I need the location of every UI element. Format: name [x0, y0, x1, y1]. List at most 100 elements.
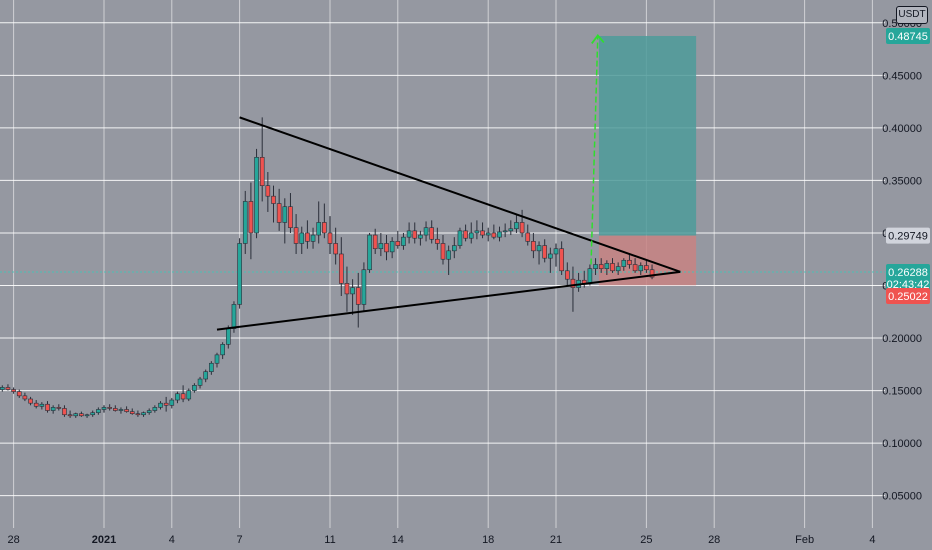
candle [497, 226, 502, 242]
candle-body [158, 402, 163, 408]
candle-body [525, 232, 531, 242]
candle-body [163, 402, 169, 406]
candle-body [62, 408, 67, 416]
candle-body [548, 253, 553, 259]
x-tick-label: 28 [708, 534, 720, 546]
candle-body [531, 241, 536, 252]
candle-body [305, 232, 310, 242]
candle [39, 402, 45, 410]
candle-body [446, 250, 451, 260]
candle-body [367, 234, 372, 271]
candle-body [468, 232, 474, 239]
candle [531, 232, 536, 259]
candle-body [33, 402, 39, 407]
candle [621, 258, 627, 271]
candle [299, 226, 305, 254]
candle [508, 220, 514, 236]
candle [288, 193, 293, 233]
candle-body [73, 413, 79, 417]
x-tick-label: 25 [640, 534, 652, 546]
candle [209, 361, 214, 375]
candle [435, 227, 440, 250]
candle-body [124, 409, 129, 412]
candle-body [485, 232, 491, 236]
candlesticks [0, 117, 655, 418]
candle-body [435, 238, 440, 244]
candle-body [203, 371, 208, 380]
candle [423, 221, 429, 242]
candle [158, 401, 163, 410]
candle-body [344, 283, 350, 295]
candle [536, 241, 542, 265]
candle-body [180, 393, 186, 400]
price-tag-label: 02:43:42 [887, 279, 930, 291]
candle-body [50, 407, 56, 411]
candle [406, 222, 412, 244]
candle-body [372, 234, 378, 250]
candle [485, 227, 491, 242]
candle [367, 232, 372, 273]
candle-body [536, 245, 542, 252]
candle-body [429, 227, 435, 240]
candle [480, 222, 485, 239]
candle-body [107, 407, 112, 409]
candle-body [175, 393, 180, 401]
candle-body [96, 409, 101, 413]
candle-body [310, 234, 316, 242]
candle [395, 230, 401, 249]
candle-body [333, 243, 338, 255]
candle [644, 260, 649, 273]
quote-currency-badge[interactable]: USDT [896, 6, 928, 24]
candle-body [401, 236, 406, 246]
candle [316, 201, 322, 244]
candle [514, 214, 519, 233]
candle [113, 405, 118, 412]
y-tick-label: 0.45000 [882, 70, 922, 82]
candle [186, 388, 192, 402]
candle [542, 239, 548, 263]
candle-body [5, 387, 11, 390]
candle [463, 224, 468, 242]
target-arrow-head [591, 33, 605, 44]
candle-body [169, 399, 175, 406]
pattern-overlays [216, 33, 681, 331]
candle-body [293, 227, 299, 244]
candle-body [186, 390, 192, 400]
candle-body [84, 414, 90, 417]
candle-body [570, 278, 576, 288]
candle-body [299, 232, 305, 244]
candle [5, 384, 11, 391]
candle [576, 272, 581, 292]
candle [141, 411, 146, 417]
candle [282, 198, 288, 244]
candle [632, 258, 638, 273]
candle-body [451, 245, 457, 252]
candle-body [378, 243, 384, 250]
candle-body [649, 269, 655, 278]
candle-body [322, 222, 327, 234]
candle-body [288, 206, 293, 229]
candle-body [627, 259, 632, 265]
candle [548, 247, 553, 273]
candle [175, 391, 180, 404]
candle [180, 385, 186, 403]
candle-body [497, 231, 502, 238]
x-tick-label: 2021 [92, 534, 116, 546]
candle [451, 237, 457, 259]
candle [333, 227, 338, 265]
candle [564, 262, 570, 286]
candle [90, 410, 95, 417]
candle-body [338, 253, 344, 284]
price-tag-label: 0.48745 [888, 31, 928, 43]
candle-body [327, 232, 333, 244]
candle [124, 406, 129, 413]
candle [378, 232, 384, 257]
candle [310, 227, 316, 249]
price-tag-bg [886, 275, 930, 292]
candle-body [226, 328, 231, 345]
candle [350, 279, 355, 315]
candle-body [491, 232, 497, 238]
candle-body [440, 243, 446, 260]
candle [101, 405, 107, 413]
